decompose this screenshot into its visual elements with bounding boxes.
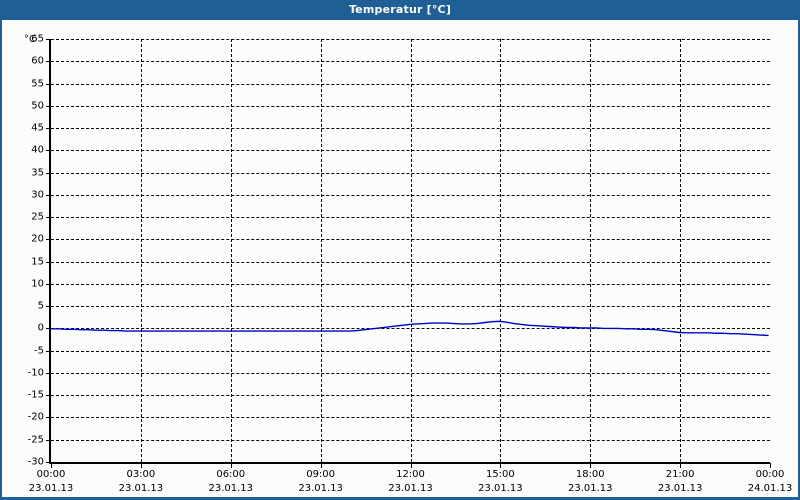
x-axis-label-time: 09:00 [306,469,336,480]
y-axis-tick [46,462,51,463]
x-axis-tick [770,463,771,468]
x-axis-tick [320,463,322,468]
x-axis-label-time: 00:00 [755,469,785,480]
x-axis-label-time: 03:00 [126,469,156,480]
plot-area: 65 60 55 50 45 40 35 30 25 20 15 10 5 0 -5 -10 -15 -20 -25… [28,34,793,495]
y-axis-tick [46,350,51,352]
x-axis-label-date: 23.01.13 [388,483,433,494]
x-axis-label-date: 23.01.13 [28,483,74,494]
x-axis-label-time: 12:00 [396,469,425,480]
x-axis-label-date: 23.01.13 [298,483,343,494]
y-axis-label: 30 [31,189,44,201]
x-axis-label: 09:00 23.01.13 [298,468,343,496]
y-axis-tick [46,150,51,152]
x-axis-label-time: 00:00 [36,469,66,480]
y-axis-tick [46,372,51,374]
y-axis-tick [46,128,51,130]
temperature-series [50,320,769,337]
x-axis-label: 00:00 24.01.13 [748,468,793,496]
window-title-bar: Temperatur [°C] [0,0,800,20]
x-axis-label-date: 23.01.13 [208,483,254,494]
y-axis-label: 20 [31,233,44,245]
y-axis-tick [46,105,51,107]
y-axis-label: -25 [27,434,44,446]
x-axis-label-time: 21:00 [665,469,695,480]
y-axis-label: 25 [31,211,44,223]
x-axis-tick [230,463,232,468]
y-axis-tick [46,417,51,419]
y-axis-label: -20 [27,411,44,423]
x-axis-label: 12:00 23.01.13 [388,468,433,496]
x-axis-label: 21:00 23.01.13 [658,468,703,496]
x-axis-label-time: 06:00 [216,469,246,480]
x-axis-tick [51,463,52,468]
y-axis-tick [46,239,51,241]
y-axis-tick [46,306,51,308]
y-axis-label: 65 [31,33,44,45]
x-axis-tick [680,463,682,468]
x-axis-label-date: 23.01.13 [657,483,703,494]
y-axis-label: 5 [37,300,44,312]
temperature-line [50,320,769,337]
y-axis-tick [46,328,51,330]
y-axis-tick [46,194,51,196]
y-axis-tick [46,395,51,397]
y-axis-label: 50 [31,100,44,112]
x-axis-label-date: 23.01.13 [118,483,164,494]
y-axis-label: 35 [31,167,44,179]
y-axis-tick [46,83,51,85]
x-axis-tick [410,463,412,468]
y-axis-label: 45 [31,122,44,134]
x-axis-label: 15:00 23.01.13 [478,468,523,496]
y-axis-tick [46,61,51,63]
y-axis-label: -5 [34,345,44,357]
x-axis-label-date: 24.01.13 [747,483,793,494]
y-axis-label: 10 [31,278,44,290]
y-axis-tick [46,439,51,441]
x-axis-label: 18:00 23.01.13 [568,468,613,496]
x-axis-label: 03:00 23.01.13 [119,468,164,496]
x-axis-label: 00:00 23.01.13 [29,468,74,496]
x-axis-label-date: 23.01.13 [478,483,523,494]
x-axis-label: 06:00 23.01.13 [208,468,253,496]
y-axis-tick [46,217,51,219]
y-axis-label: 15 [31,256,44,268]
x-axis-tick [500,463,502,468]
y-axis-label: 60 [31,55,44,67]
y-axis-tick [46,283,51,285]
y-axis-label: -15 [27,389,44,401]
x-axis-tick [590,463,592,468]
y-axis-tick [46,261,51,263]
x-axis-label-date: 23.01.13 [567,483,613,494]
y-axis-unit-label: °C [24,34,36,45]
x-axis-label-time: 18:00 [575,469,605,480]
y-axis-label: 40 [31,144,44,156]
y-axis-label: -10 [27,367,44,379]
chart-canvas: °C 65 60 55 50 45 40 35 30 25 20 15 10 5 0 -5 -10 -15 -20… [2,20,798,497]
x-axis-label-time: 15:00 [485,469,515,480]
y-axis-label: 55 [31,78,44,90]
y-axis-tick [46,172,51,174]
y-axis-tick [46,39,51,40]
y-axis-label: 0 [37,322,44,334]
y-axis-label: -30 [27,456,44,468]
x-axis-tick [140,463,142,468]
